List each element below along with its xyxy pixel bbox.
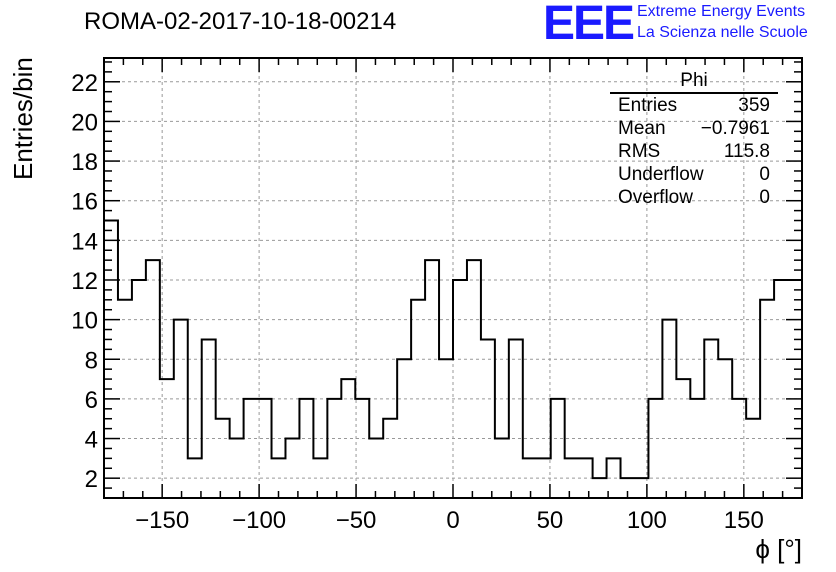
stats-label: Overflow	[618, 187, 693, 208]
x-tick-label: −100	[232, 507, 286, 534]
stats-row-underflow: Underflow 0	[610, 163, 778, 186]
y-tick-label: 4	[85, 427, 98, 454]
y-tick-label: 16	[71, 189, 98, 216]
x-tick-label: 50	[537, 507, 564, 534]
x-tick-label: 150	[724, 507, 764, 534]
x-axis-label: ϕ [°]	[755, 534, 802, 564]
y-tick-label: 12	[71, 268, 98, 295]
axis-ticks	[103, 58, 803, 498]
stats-value: 0	[759, 164, 770, 185]
stats-label: Mean	[618, 118, 666, 139]
y-tick-label: 6	[85, 387, 98, 414]
y-tick-label: 18	[71, 149, 98, 176]
stats-box: Phi Entries 359 Mean −0.7961 RMS 115.8 Unde…	[610, 70, 778, 209]
y-tick-label: 8	[85, 347, 98, 374]
y-tick-label: 2	[85, 466, 98, 493]
y-tick-label: 14	[71, 228, 98, 255]
x-tick-label: −150	[135, 507, 189, 534]
stats-value: 0	[759, 187, 770, 208]
stats-title: Phi	[610, 70, 778, 94]
stats-label: RMS	[618, 141, 661, 162]
histogram-outline	[104, 219, 802, 480]
stats-row-mean: Mean −0.7961	[610, 117, 778, 140]
x-tick-label: 100	[627, 507, 667, 534]
eee-logo: EEE	[543, 0, 635, 50]
run-title: ROMA-02-2017-10-18-00214	[84, 8, 397, 35]
tick-labels: −150 −100 −50 0 50 100 150 2 4 6 8 10 12 14 16 18 20 22	[71, 70, 764, 534]
stats-row-overflow: Overflow 0	[610, 186, 778, 209]
logo-line-2: La Scienza nelle Scuole	[637, 24, 808, 41]
y-tick-label: 10	[71, 308, 98, 335]
stats-label: Underflow	[618, 164, 704, 185]
stats-row-entries: Entries 359	[610, 94, 778, 117]
stats-label: Entries	[618, 95, 678, 116]
y-tick-label: 22	[71, 70, 98, 97]
stats-value: −0.7961	[700, 118, 770, 139]
y-axis-label: Entries/bin	[8, 57, 38, 180]
x-tick-label: −50	[336, 507, 377, 534]
stats-row-rms: RMS 115.8	[610, 140, 778, 163]
stats-value: 115.8	[723, 141, 770, 162]
logo-line-1: Extreme Energy Events	[637, 3, 806, 20]
x-tick-label: 0	[446, 507, 459, 534]
stats-value: 359	[738, 95, 770, 116]
y-axis-label-wrap: Entries/bin	[8, 57, 48, 190]
y-tick-label: 20	[71, 109, 98, 136]
